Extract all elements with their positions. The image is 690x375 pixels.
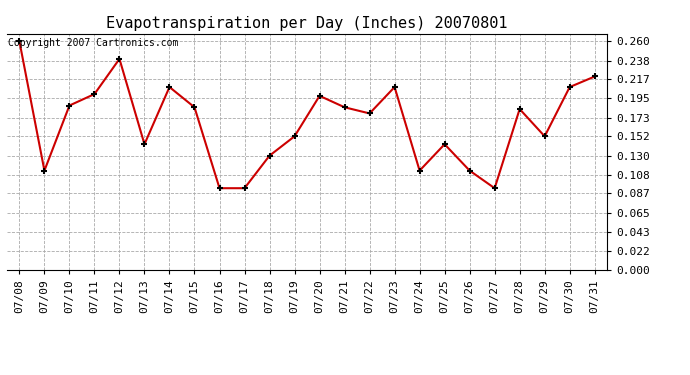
Title: Evapotranspiration per Day (Inches) 20070801: Evapotranspiration per Day (Inches) 2007… bbox=[106, 16, 508, 31]
Text: Copyright 2007 Cartronics.com: Copyright 2007 Cartronics.com bbox=[8, 39, 179, 48]
